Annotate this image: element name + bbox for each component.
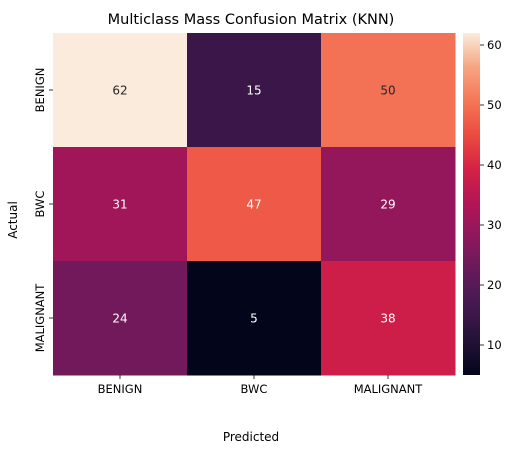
x-tick-label: BENIGN xyxy=(98,382,143,396)
heatmap-cell xyxy=(187,147,322,262)
colorbar-tick-label: 20 xyxy=(487,278,502,292)
cell-value-label: 15 xyxy=(246,84,261,98)
heatmap-cell xyxy=(53,261,188,376)
cell-value-label: 47 xyxy=(246,198,261,212)
cell-value-label: 38 xyxy=(380,312,395,326)
heatmap-cell xyxy=(321,261,456,376)
colorbar-tick-label: 60 xyxy=(487,38,502,52)
x-axis-label: Predicted xyxy=(223,430,279,444)
colorbar-tick-label: 10 xyxy=(487,338,502,352)
cell-value-label: 5 xyxy=(250,312,258,326)
colorbar-tick-label: 40 xyxy=(487,158,502,172)
y-tick-label: BWC xyxy=(33,191,47,218)
heatmap-cell xyxy=(187,261,322,376)
colorbar-tick-label: 30 xyxy=(487,218,502,232)
chart-title: Multiclass Mass Confusion Matrix (KNN) xyxy=(108,12,395,28)
y-axis-label: Actual xyxy=(6,201,20,239)
colorbar-ticks: 10 20 30 40 50 60 xyxy=(480,38,502,352)
x-tick-label: MALIGNANT xyxy=(354,382,424,396)
y-tick-label: MALIGNANT xyxy=(33,283,47,353)
colorbar xyxy=(463,33,480,375)
heatmap-cell xyxy=(53,33,188,148)
heatmap-cell xyxy=(187,33,322,148)
y-tick-label: BENIGN xyxy=(33,68,47,113)
heatmap-cell xyxy=(321,33,456,148)
x-tick-label: BWC xyxy=(241,382,268,396)
cell-value-label: 50 xyxy=(380,84,395,98)
colorbar-tick-label: 50 xyxy=(487,98,502,112)
cell-value-label: 62 xyxy=(112,84,127,98)
heatmap-cell xyxy=(53,147,188,262)
axis-ticks: BENIGN BWC MALIGNANT BENIGN BWC MALIGNANT xyxy=(33,68,423,396)
cell-value-label: 29 xyxy=(380,198,395,212)
cell-value-label: 31 xyxy=(112,198,127,212)
heatmap-cells: 62 15 50 31 47 29 24 5 38 xyxy=(53,33,456,376)
cell-value-label: 24 xyxy=(112,312,127,326)
heatmap-cell xyxy=(321,147,456,262)
